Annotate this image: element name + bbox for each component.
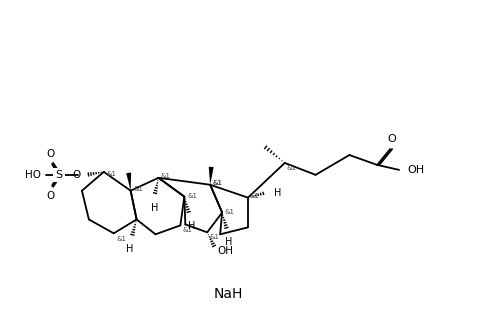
- Text: &1: &1: [160, 173, 171, 179]
- Text: S: S: [55, 170, 63, 180]
- Text: H: H: [188, 221, 195, 231]
- Text: &1: &1: [182, 227, 192, 233]
- Text: O: O: [46, 149, 54, 159]
- Polygon shape: [208, 167, 214, 185]
- Text: &1: &1: [107, 171, 117, 177]
- Text: O: O: [388, 134, 397, 144]
- Text: &1: &1: [209, 234, 219, 240]
- Text: O: O: [46, 191, 54, 201]
- Text: &1: &1: [117, 236, 127, 242]
- Text: &1: &1: [187, 193, 197, 199]
- Text: H: H: [274, 188, 281, 198]
- Text: OH: OH: [217, 246, 233, 256]
- Text: NaH: NaH: [213, 287, 243, 301]
- Text: H: H: [151, 203, 158, 213]
- Text: &1: &1: [212, 180, 222, 186]
- Text: &1: &1: [134, 186, 144, 192]
- Text: &1: &1: [250, 193, 260, 199]
- Text: OH: OH: [407, 165, 424, 175]
- Text: H: H: [126, 244, 133, 254]
- Text: HO: HO: [25, 170, 41, 180]
- Text: &1: &1: [224, 208, 234, 214]
- Text: S: S: [55, 170, 63, 180]
- Polygon shape: [126, 173, 131, 191]
- Text: H: H: [226, 237, 233, 247]
- Text: O: O: [73, 170, 81, 180]
- Text: &1: &1: [287, 165, 297, 171]
- Text: &1: &1: [212, 180, 222, 186]
